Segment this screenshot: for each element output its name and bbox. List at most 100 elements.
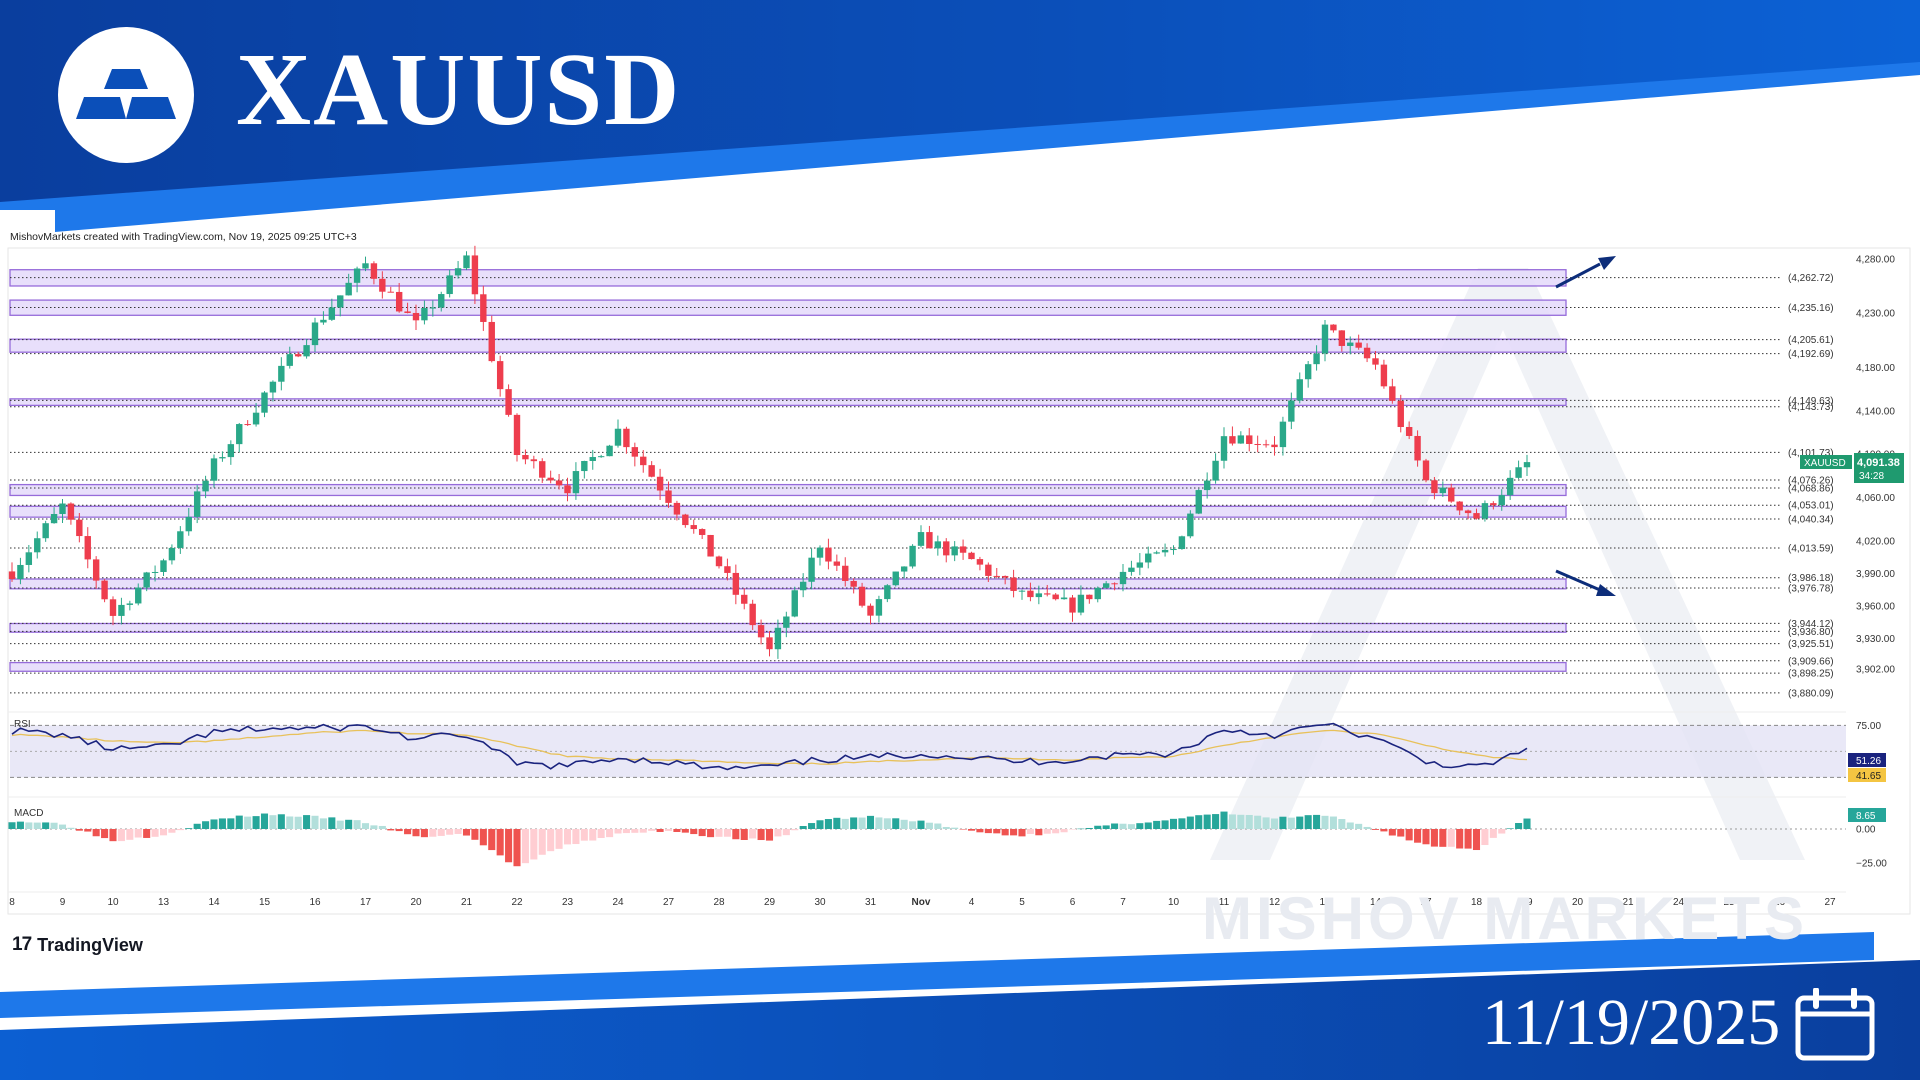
candle — [555, 480, 563, 486]
macd-bar — [159, 829, 168, 836]
macd-bar — [732, 829, 740, 840]
time-tick: 21 — [461, 897, 473, 908]
candle — [395, 291, 403, 312]
macd-bar — [1456, 829, 1464, 849]
candle — [311, 322, 319, 346]
candle — [438, 294, 445, 308]
time-tick: 14 — [1370, 897, 1382, 908]
level-label: (3,936.80) — [1788, 627, 1834, 638]
candle — [976, 559, 984, 565]
macd-bar — [252, 816, 260, 829]
macd-bar — [698, 829, 706, 837]
time-tick: 7 — [1120, 897, 1126, 908]
macd-bar — [597, 829, 605, 838]
candle — [1246, 435, 1253, 444]
macd-bar — [67, 827, 75, 829]
price-tick: 4,020.00 — [1856, 537, 1895, 548]
candle — [993, 575, 1000, 577]
macd-bar — [429, 829, 437, 837]
price-tick: 4,140.00 — [1856, 406, 1895, 417]
time-tick: 30 — [814, 897, 826, 908]
macd-bar — [690, 829, 698, 835]
symbol-tag: XAUUSD — [1804, 458, 1846, 469]
candle — [1389, 386, 1396, 401]
candle — [1119, 571, 1127, 585]
macd-bar — [648, 829, 656, 831]
macd-bar — [1043, 829, 1051, 834]
candle — [513, 414, 521, 456]
zone — [9, 578, 1567, 590]
candle — [1271, 444, 1278, 448]
macd-bar — [892, 818, 900, 829]
macd-bar — [1515, 823, 1523, 829]
level-label: (4,053.01) — [1788, 501, 1834, 512]
candle — [884, 585, 891, 600]
page-title: XAUUSD — [236, 32, 682, 147]
macd-bar — [707, 829, 715, 838]
candle — [1262, 444, 1270, 446]
candle — [707, 534, 714, 557]
candle — [1077, 594, 1085, 613]
candle — [480, 294, 487, 322]
candle — [1145, 553, 1152, 563]
macd-bar — [883, 818, 891, 829]
macd-bar — [202, 821, 210, 829]
macd-bar — [92, 829, 100, 837]
candle — [783, 616, 790, 628]
macd-bar — [1313, 814, 1321, 829]
level-label: (4,143.73) — [1788, 402, 1834, 413]
banner-top — [0, 0, 1920, 202]
macd-bar — [538, 829, 546, 855]
macd-bar — [580, 829, 588, 841]
macd-bar — [168, 829, 176, 833]
macd-bar — [715, 829, 723, 837]
time-tick: 18 — [1471, 897, 1483, 908]
last-price: 4,091.38 — [1857, 457, 1900, 469]
macd-bar — [1472, 829, 1481, 851]
candle — [1380, 364, 1388, 387]
candle — [160, 560, 167, 572]
tradingview-mark-icon: 17 — [12, 934, 32, 955]
candle — [1439, 487, 1447, 494]
candle — [252, 412, 260, 425]
level-label: (3,976.78) — [1788, 583, 1834, 594]
candle — [109, 599, 117, 616]
macd-bar — [33, 822, 41, 829]
candle — [648, 465, 655, 477]
countdown: 34:28 — [1859, 471, 1884, 482]
candle — [1128, 567, 1135, 572]
macd-bar — [681, 829, 689, 833]
macd-bar — [622, 829, 630, 834]
macd-bar — [1212, 814, 1220, 829]
candle — [581, 460, 588, 472]
macd-bar — [471, 829, 479, 840]
macd-bar — [925, 822, 933, 829]
price-tick: 4,180.00 — [1856, 363, 1895, 374]
candle — [606, 445, 613, 457]
macd-bar — [1001, 829, 1009, 836]
macd-bar — [1245, 814, 1253, 829]
candle — [1035, 593, 1043, 598]
macd-bar — [631, 829, 639, 833]
macd-bar — [75, 829, 83, 831]
macd-bar — [1203, 814, 1211, 829]
calendar-icon — [1795, 988, 1875, 1061]
candle — [67, 503, 75, 520]
macd-bar — [1439, 829, 1447, 847]
macd-bar — [1262, 817, 1270, 829]
macd-label: MACD — [14, 808, 43, 819]
time-tick: 20 — [410, 897, 422, 908]
macd-bar — [951, 827, 959, 829]
macd-bar — [1464, 829, 1472, 849]
candle — [774, 627, 782, 650]
macd-bar — [850, 817, 858, 829]
macd-bar — [370, 825, 378, 829]
candle — [177, 531, 184, 548]
candle — [269, 381, 277, 393]
candle — [631, 447, 639, 457]
macd-bar — [1035, 829, 1043, 836]
arrow-down-head — [1596, 584, 1616, 596]
candle — [34, 538, 41, 553]
candle — [1027, 590, 1034, 598]
candle — [488, 321, 495, 362]
